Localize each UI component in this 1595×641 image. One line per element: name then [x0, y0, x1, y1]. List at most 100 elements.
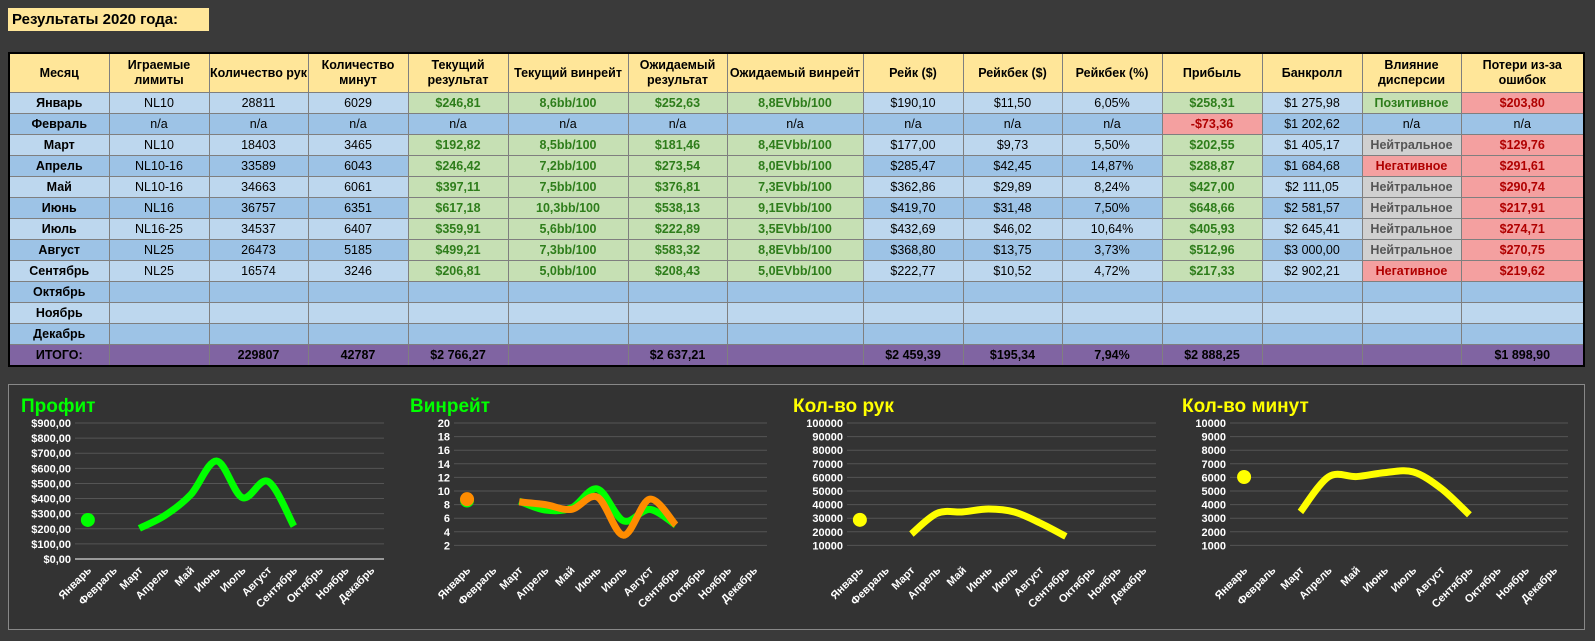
table-row: Май NL10-16 34663 6061 $397,11 7,5bb/100 $376,…: [8, 176, 1585, 198]
table-row: Декабрь: [8, 323, 1585, 345]
table-header-row: Месяц Играемые лимиты Количество рук Количе…: [8, 52, 1585, 93]
cell-expected-result: $208,43: [627, 260, 728, 282]
cell-limits: NL16-25: [108, 218, 210, 240]
cell-hands: 34663: [208, 176, 309, 198]
y-tick-label: 4: [444, 527, 451, 539]
cell-minutes: 6043: [307, 155, 409, 177]
cell-rake: [862, 323, 964, 345]
cell-hands: [208, 281, 309, 303]
chart-panel-profit: Профит $0,00 $100,00 $200,00 $300,00 $400,00 $…: [9, 385, 398, 629]
cell-expected-result: [627, 302, 728, 324]
y-tick-label: 2: [444, 540, 450, 552]
cell-bankroll: $2 111,05: [1261, 176, 1363, 198]
y-tick-label: $800,00: [31, 433, 71, 445]
cell-hands: 26473: [208, 239, 309, 261]
cell-rakeback-pct: [1061, 302, 1163, 324]
header-hands: Количество рук: [208, 52, 309, 93]
cell-minutes: n/a: [307, 113, 409, 135]
table-row: Ноябрь: [8, 302, 1585, 324]
cell-expected-result: $181,46: [627, 134, 728, 156]
cell-rake: [862, 302, 964, 324]
cell-variance-impact: Нейтральное: [1361, 218, 1462, 240]
cell-limits: n/a: [108, 113, 210, 135]
total-current-winrate: [507, 344, 629, 367]
cell-bankroll: $2 581,57: [1261, 197, 1363, 219]
cell-expected-winrate: 8,8EVbb/100: [726, 92, 864, 114]
cell-current-winrate: 10,3bb/100: [507, 197, 629, 219]
cell-current-result: $246,81: [407, 92, 509, 114]
cell-current-winrate: 8,5bb/100: [507, 134, 629, 156]
cell-rake: $190,10: [862, 92, 964, 114]
y-tick-label: 10000: [1195, 418, 1226, 430]
cell-minutes: [307, 302, 409, 324]
table-total-row: ИТОГО: 229807 42787 $2 766,27 $2 637,21 $2 45…: [8, 344, 1585, 367]
header-variance-impact: Влияние дисперсии: [1361, 52, 1462, 93]
cell-rakeback-pct: 10,64%: [1061, 218, 1163, 240]
cell-month: Февраль: [8, 113, 110, 135]
cell-hands: [208, 323, 309, 345]
cell-expected-result: $273,54: [627, 155, 728, 177]
y-tick-label: $100,00: [31, 539, 71, 551]
cell-expected-winrate: 7,3EVbb/100: [726, 176, 864, 198]
cell-mistake-losses: $274,71: [1460, 218, 1585, 240]
cell-rakeback: $13,75: [962, 239, 1063, 261]
cell-profit: $288,87: [1161, 155, 1263, 177]
header-limits: Играемые лимиты: [108, 52, 210, 93]
total-profit: $2 888,25: [1161, 344, 1263, 367]
y-tick-label: $900,00: [31, 418, 71, 430]
cell-mistake-losses: [1460, 302, 1585, 324]
cell-rake: $432,69: [862, 218, 964, 240]
y-tick-label: 70000: [812, 459, 843, 471]
cell-profit: [1161, 281, 1263, 303]
cell-mistake-losses: $270,75: [1460, 239, 1585, 261]
cell-expected-result: n/a: [627, 113, 728, 135]
winrate-chart: Винрейт2468101214161820ЯнварьФевральМарт…: [398, 385, 781, 629]
cell-rakeback-pct: 3,73%: [1061, 239, 1163, 261]
cell-mistake-losses: [1460, 323, 1585, 345]
cell-current-winrate: 8,6bb/100: [507, 92, 629, 114]
cell-expected-winrate: [726, 323, 864, 345]
header-minutes: Количество минут: [307, 52, 409, 93]
cell-expected-result: $538,13: [627, 197, 728, 219]
cell-expected-winrate: n/a: [726, 113, 864, 135]
cell-variance-impact: Негативное: [1361, 260, 1462, 282]
y-tick-label: 7000: [1202, 459, 1226, 471]
cell-minutes: 6061: [307, 176, 409, 198]
total-month: ИТОГО:: [8, 344, 110, 367]
cell-rakeback: [962, 323, 1063, 345]
y-tick-label: 8000: [1202, 445, 1226, 457]
cell-bankroll: $3 000,00: [1261, 239, 1363, 261]
y-tick-label: 12: [438, 472, 450, 484]
cell-bankroll: $2 902,21: [1261, 260, 1363, 282]
cell-expected-winrate: 3,5EVbb/100: [726, 218, 864, 240]
cell-bankroll: $1 202,62: [1261, 113, 1363, 135]
cell-rake: $177,00: [862, 134, 964, 156]
cell-hands: 16574: [208, 260, 309, 282]
cell-rakeback: [962, 281, 1063, 303]
y-tick-label: 10: [438, 486, 450, 498]
cell-profit: -$73,36: [1161, 113, 1263, 135]
y-tick-label: 2000: [1202, 527, 1226, 539]
cell-month: Август: [8, 239, 110, 261]
series-line: [137, 457, 297, 532]
cell-current-result: $499,21: [407, 239, 509, 261]
cell-minutes: 6029: [307, 92, 409, 114]
series-line: [1297, 467, 1472, 518]
cell-rakeback-pct: [1061, 323, 1163, 345]
chart-title: Кол-во минут: [1182, 396, 1309, 417]
table-row: Март NL10 18403 3465 $192,82 8,5bb/100 $181,46…: [8, 134, 1585, 156]
series-point: [1237, 470, 1252, 485]
cell-mistake-losses: n/a: [1460, 113, 1585, 135]
header-current-winrate: Текущий винрейт: [507, 52, 629, 93]
cell-rakeback: $29,89: [962, 176, 1063, 198]
cell-rakeback: [962, 302, 1063, 324]
cell-hands: 28811: [208, 92, 309, 114]
cell-rake: $285,47: [862, 155, 964, 177]
total-current-result: $2 766,27: [407, 344, 509, 367]
table-row: Январь NL10 28811 6029 $246,81 8,6bb/100 $252,…: [8, 92, 1585, 114]
cell-rakeback: $10,52: [962, 260, 1063, 282]
total-expected-winrate: [726, 344, 864, 367]
cell-profit: $202,55: [1161, 134, 1263, 156]
cell-variance-impact: [1361, 281, 1462, 303]
